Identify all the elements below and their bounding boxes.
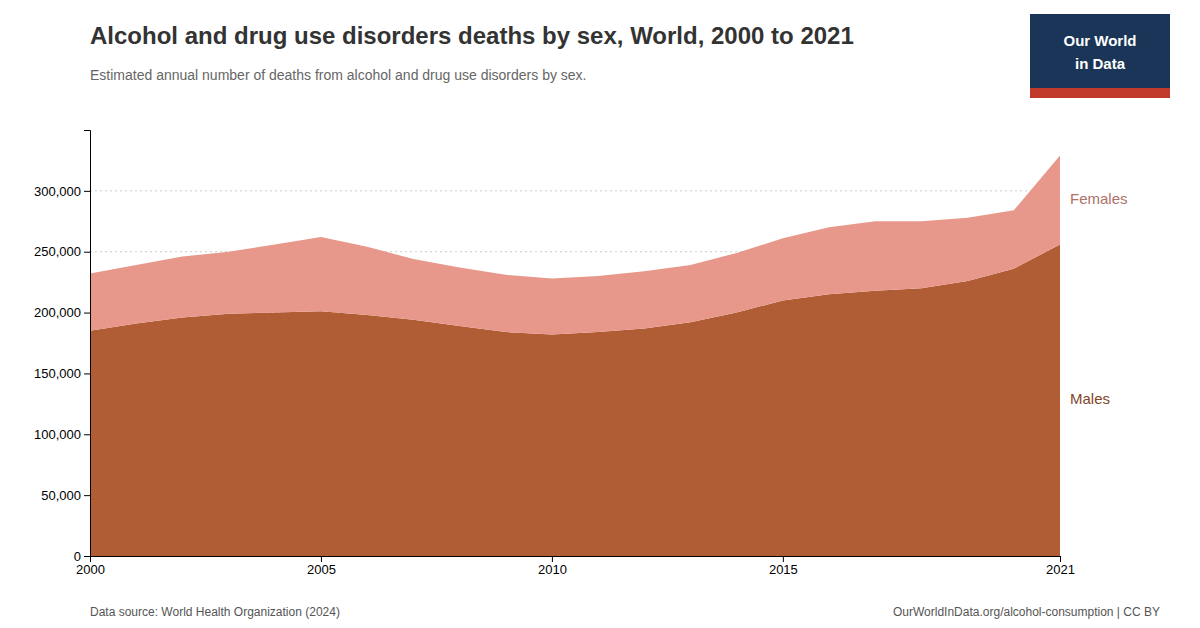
y-tick-label: 300,000 <box>34 184 81 199</box>
y-tick: 200,000 <box>34 305 90 320</box>
area <box>90 156 1060 335</box>
x-tick-mark <box>1060 556 1061 562</box>
logo-text: Our World <box>1063 32 1136 49</box>
x-tick-mark <box>552 556 553 562</box>
x-tick: 2005 <box>307 556 336 577</box>
logo-stripe <box>1030 88 1170 98</box>
y-axis: 0 50,000 100,000 150,000 200,000 250,000 300,0… <box>34 131 91 564</box>
y-tick: 50,000 <box>41 488 90 503</box>
x-tick-label: 2015 <box>769 562 798 577</box>
x-tick: 2010 <box>538 556 567 577</box>
plot: 2000 2005 2010 2015 2021 0 50,000 100,000 150,00… <box>34 131 1128 578</box>
y-tick-mark <box>84 495 90 496</box>
y-tick: 300,000 <box>34 184 90 199</box>
y-tick-label: 150,000 <box>34 366 81 381</box>
y-tick: 0 <box>74 549 90 564</box>
y-tick-mark <box>84 556 90 557</box>
y-tick-mark <box>84 373 90 374</box>
source: Data source: World Health Organization (… <box>90 605 340 619</box>
x-axis-line <box>91 557 1061 563</box>
url: OurWorldInData.org/alcohol-consumption |… <box>893 605 1160 619</box>
y-tick-label: 0 <box>74 549 81 564</box>
x-tick-mark <box>783 556 784 562</box>
chart: Alcohol and drug use disorders deaths by… <box>0 0 1200 628</box>
series-label: Females <box>1070 190 1128 207</box>
series-labels: Males Females <box>1070 190 1128 407</box>
y-tick-label: 250,000 <box>34 244 81 259</box>
areas <box>90 156 1060 556</box>
y-tick-mark <box>84 191 90 192</box>
subtitle: Estimated annual number of deaths from a… <box>90 67 587 83</box>
x-tick-label: 2010 <box>538 562 567 577</box>
logo: Our World in Data <box>1030 14 1170 98</box>
y-tick: 100,000 <box>34 427 90 442</box>
x-tick-mark <box>321 556 322 562</box>
logo-text: in Data <box>1075 55 1126 72</box>
y-tick-label: 50,000 <box>41 488 81 503</box>
y-tick-mark <box>84 252 90 253</box>
x-tick: 2015 <box>769 556 798 577</box>
y-tick-mark <box>84 434 90 435</box>
series-label: Males <box>1070 390 1110 407</box>
y-axis-line <box>84 131 91 557</box>
x-tick-label: 2005 <box>307 562 336 577</box>
x-tick: 2021 <box>1046 556 1075 577</box>
x-axis: 2000 2005 2010 2015 2021 <box>76 556 1075 577</box>
y-tick: 150,000 <box>34 366 90 381</box>
grid-line <box>90 190 1060 191</box>
y-tick-label: 100,000 <box>34 427 81 442</box>
y-tick-label: 200,000 <box>34 305 81 320</box>
title: Alcohol and drug use disorders deaths by… <box>90 22 854 49</box>
x-tick-label: 2000 <box>76 562 105 577</box>
logo-box <box>1030 14 1170 98</box>
x-tick-label: 2021 <box>1046 562 1075 577</box>
y-tick-mark <box>84 313 90 314</box>
y-tick: 250,000 <box>34 244 90 259</box>
